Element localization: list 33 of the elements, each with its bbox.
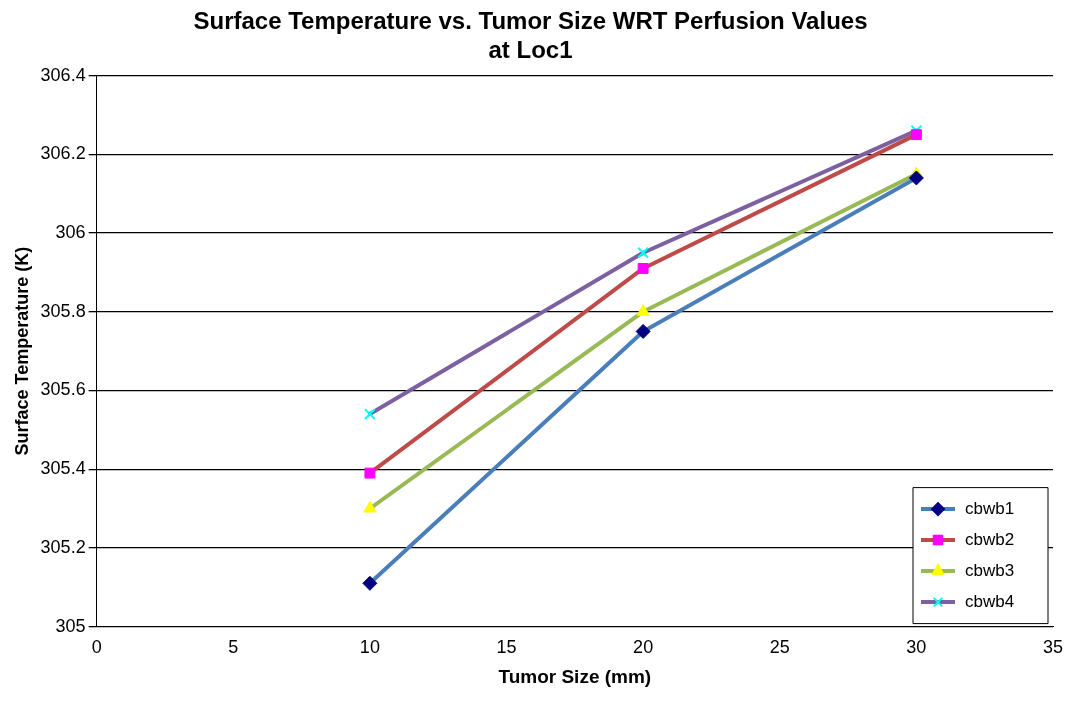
legend-label: cbwb3 xyxy=(965,560,1015,580)
point xyxy=(637,246,650,259)
y-tick-label: 306 xyxy=(55,222,86,242)
y-tick-label: 305.4 xyxy=(40,458,86,479)
point xyxy=(363,408,376,421)
y-tick-label: 305.2 xyxy=(40,536,86,557)
point xyxy=(362,575,378,591)
y-tick-label: 306.4 xyxy=(40,64,86,85)
x-tick-label: 35 xyxy=(1042,637,1064,658)
y-axis-title: Surface Temperature (K) xyxy=(11,246,32,456)
chart-title: Surface Temperature vs. Tumor Size WRT Perfusion Values at Loc1 xyxy=(193,7,868,63)
x-axis-title: Tumor Size (mm) xyxy=(498,665,652,687)
legend-label: cbwb4 xyxy=(965,591,1015,611)
point xyxy=(636,304,650,316)
x-tick-label: 0 xyxy=(91,637,102,658)
x-tick-label: 30 xyxy=(906,637,927,658)
x-tick-label: 20 xyxy=(633,637,654,658)
x-tick-label: 15 xyxy=(496,637,517,658)
y-tick-label: 305 xyxy=(55,615,86,636)
point xyxy=(910,129,922,141)
x-tick-label: 25 xyxy=(769,637,790,658)
y-tick-label: 306.2 xyxy=(40,143,86,164)
point xyxy=(635,323,651,339)
x-tick-label: 5 xyxy=(228,637,239,658)
y-tick-label: 305.8 xyxy=(40,300,86,321)
point xyxy=(908,170,924,186)
y-tick-label: 305.6 xyxy=(40,379,86,400)
legend-label: cbwb1 xyxy=(965,498,1015,518)
legend-label: cbwb2 xyxy=(965,529,1015,549)
point xyxy=(637,263,649,274)
point xyxy=(364,467,376,479)
point xyxy=(363,501,377,513)
x-tick-label: 10 xyxy=(359,637,380,658)
